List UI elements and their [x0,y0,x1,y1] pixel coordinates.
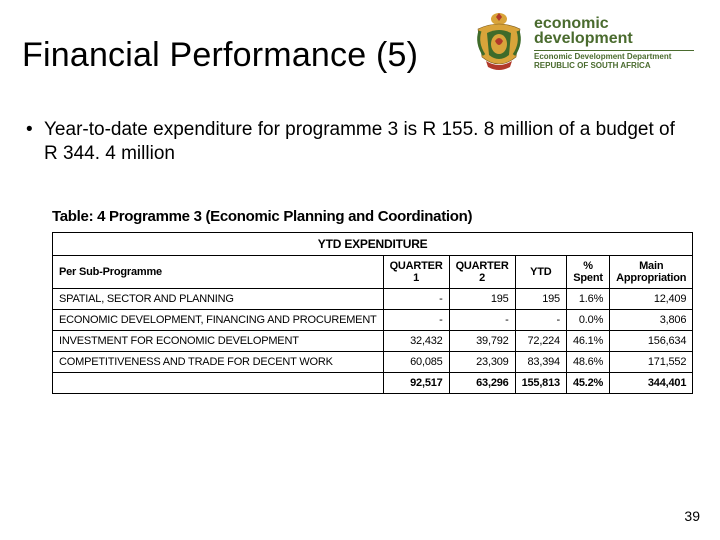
col-header-q1: QUARTER 1 [383,256,449,289]
cell-spent: 45.2% [566,373,609,394]
logo-divider [534,50,694,51]
expenditure-table: YTD EXPENDITURE Per Sub-Programme QUARTE… [52,232,670,394]
cell-q2: - [449,310,515,331]
logo-line2: development [534,31,694,48]
col-header-spent: % Spent [566,256,609,289]
cell-main: 156,634 [610,331,693,352]
cell-q2: 39,792 [449,331,515,352]
cell-spent: 48.6% [566,352,609,373]
cell-name: INVESTMENT FOR ECONOMIC DEVELOPMENT [53,331,384,352]
table-row-total: 92,517 63,296 155,813 45.2% 344,401 [53,373,693,394]
cell-name: SPATIAL, SECTOR AND PLANNING [53,289,384,310]
cell-name: ECONOMIC DEVELOPMENT, FINANCING AND PROC… [53,310,384,331]
cell-main: 12,409 [610,289,693,310]
logo-subtitle-2: REPUBLIC OF SOUTH AFRICA [534,62,694,70]
cell-main: 171,552 [610,352,693,373]
cell-q1: 92,517 [383,373,449,394]
col-header-main: Main Appropriation [610,256,693,289]
page-number: 39 [684,508,700,524]
cell-ytd: - [515,310,566,331]
cell-main: 3,806 [610,310,693,331]
cell-q1: - [383,289,449,310]
table-row: ECONOMIC DEVELOPMENT, FINANCING AND PROC… [53,310,693,331]
table-row: SPATIAL, SECTOR AND PLANNING - 195 195 1… [53,289,693,310]
col-header-ytd: YTD [515,256,566,289]
table-caption: Table: 4 Programme 3 (Economic Planning … [52,208,472,225]
cell-q1: 32,432 [383,331,449,352]
cell-ytd: 195 [515,289,566,310]
ytd-expenditure-header: YTD EXPENDITURE [53,233,693,256]
cell-ytd: 72,224 [515,331,566,352]
table-header-row-2: Per Sub-Programme QUARTER 1 QUARTER 2 YT… [53,256,693,289]
cell-ytd: 155,813 [515,373,566,394]
department-logo: economic development Economic Developmen… [472,8,702,78]
page-title: Financial Performance (5) [22,36,418,75]
col-header-q2: QUARTER 2 [449,256,515,289]
cell-q1: - [383,310,449,331]
cell-q2: 23,309 [449,352,515,373]
cell-spent: 1.6% [566,289,609,310]
slide: Financial Performance (5) economic devel… [0,0,720,540]
table-row: INVESTMENT FOR ECONOMIC DEVELOPMENT 32,4… [53,331,693,352]
logo-text-block: economic development Economic Developmen… [534,16,694,70]
col-header-name: Per Sub-Programme [53,256,384,289]
cell-main: 344,401 [610,373,693,394]
cell-name: COMPETITIVENESS AND TRADE FOR DECENT WOR… [53,352,384,373]
cell-q2: 63,296 [449,373,515,394]
table-row: COMPETITIVENESS AND TRADE FOR DECENT WOR… [53,352,693,373]
table-header-row-1: YTD EXPENDITURE [53,233,693,256]
bullet-text: Year-to-date expenditure for programme 3… [44,118,680,167]
cell-spent: 0.0% [566,310,609,331]
cell-q1: 60,085 [383,352,449,373]
cell-spent: 46.1% [566,331,609,352]
cell-name [53,373,384,394]
cell-ytd: 83,394 [515,352,566,373]
coat-of-arms-icon [472,11,526,75]
cell-q2: 195 [449,289,515,310]
